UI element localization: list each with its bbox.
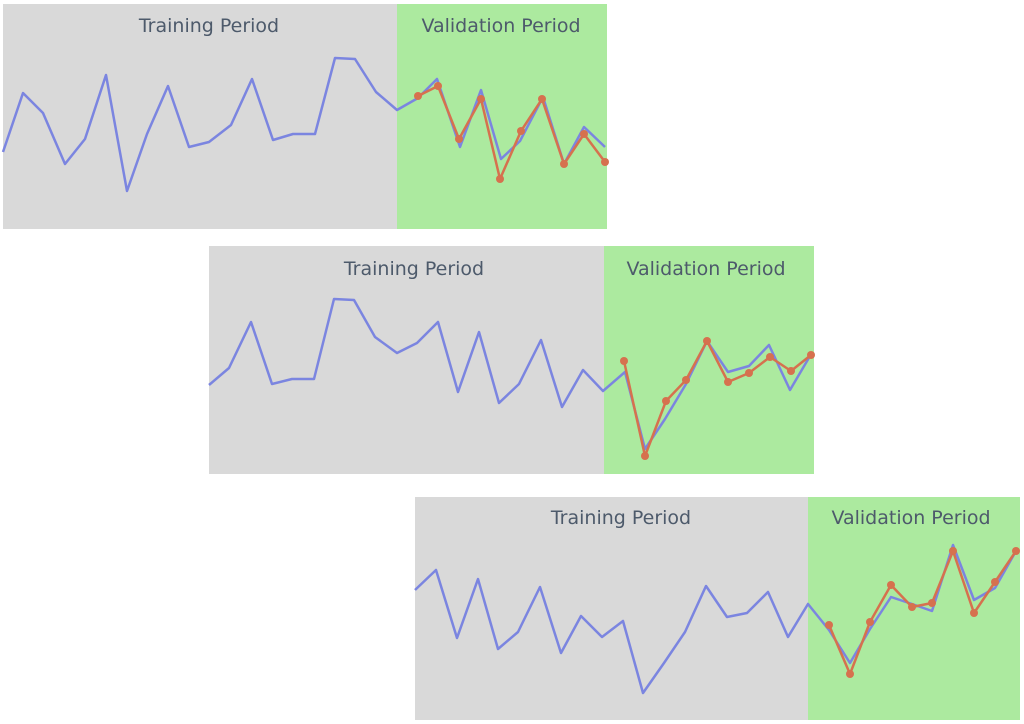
forecast-points — [620, 337, 815, 460]
forecast-point — [724, 378, 732, 386]
training-period-region — [415, 497, 808, 720]
forecast-series-line — [417, 84, 606, 181]
forecast-point — [807, 351, 815, 359]
forecast-point — [970, 609, 978, 617]
forecast-point — [846, 670, 854, 678]
forecast-point — [620, 357, 628, 365]
validation-period-label: Validation Period — [421, 15, 580, 37]
forecast-point — [825, 621, 833, 629]
forecast-series-line — [827, 549, 1018, 676]
forecast-point — [787, 367, 795, 375]
panel-2: Training Period Validation Period — [208, 246, 815, 474]
forecast-point — [991, 578, 999, 586]
panel-1: Training Period Validation Period — [1, 4, 609, 229]
forecast-point — [477, 95, 485, 103]
forecast-point — [538, 95, 546, 103]
forecast-point — [866, 618, 874, 626]
forecast-point — [682, 376, 690, 384]
forecast-point — [560, 160, 568, 168]
training-period-region — [3, 4, 397, 229]
panel-3: Training Period Validation Period — [414, 497, 1020, 720]
forecast-point — [414, 92, 422, 100]
validation-period-label: Validation Period — [626, 258, 785, 280]
forecast-point — [887, 581, 895, 589]
forecast-point — [745, 369, 753, 377]
training-period-region — [209, 246, 604, 474]
forecast-series-line — [622, 339, 812, 458]
training-period-label: Training Period — [550, 507, 691, 529]
forecast-point — [703, 337, 711, 345]
forecast-point — [641, 452, 649, 460]
forecast-point — [908, 603, 916, 611]
forecast-point — [662, 397, 670, 405]
forecast-points — [414, 82, 609, 183]
forecast-point — [455, 135, 463, 143]
forecast-point — [949, 547, 957, 555]
actual-series-line — [1, 56, 606, 193]
validation-period-region — [397, 4, 607, 229]
forecast-point — [601, 158, 609, 166]
forecast-point — [766, 353, 774, 361]
forecast-point — [580, 130, 588, 138]
forecast-point — [1012, 547, 1020, 555]
forecast-points — [825, 547, 1020, 678]
forecast-point — [928, 599, 936, 607]
training-period-label: Training Period — [138, 15, 279, 37]
validation-period-label: Validation Period — [831, 507, 990, 529]
forecast-point — [434, 82, 442, 90]
validation-period-region — [604, 246, 814, 474]
forecast-point — [517, 127, 525, 135]
forecast-point — [496, 175, 504, 183]
training-period-label: Training Period — [343, 258, 484, 280]
